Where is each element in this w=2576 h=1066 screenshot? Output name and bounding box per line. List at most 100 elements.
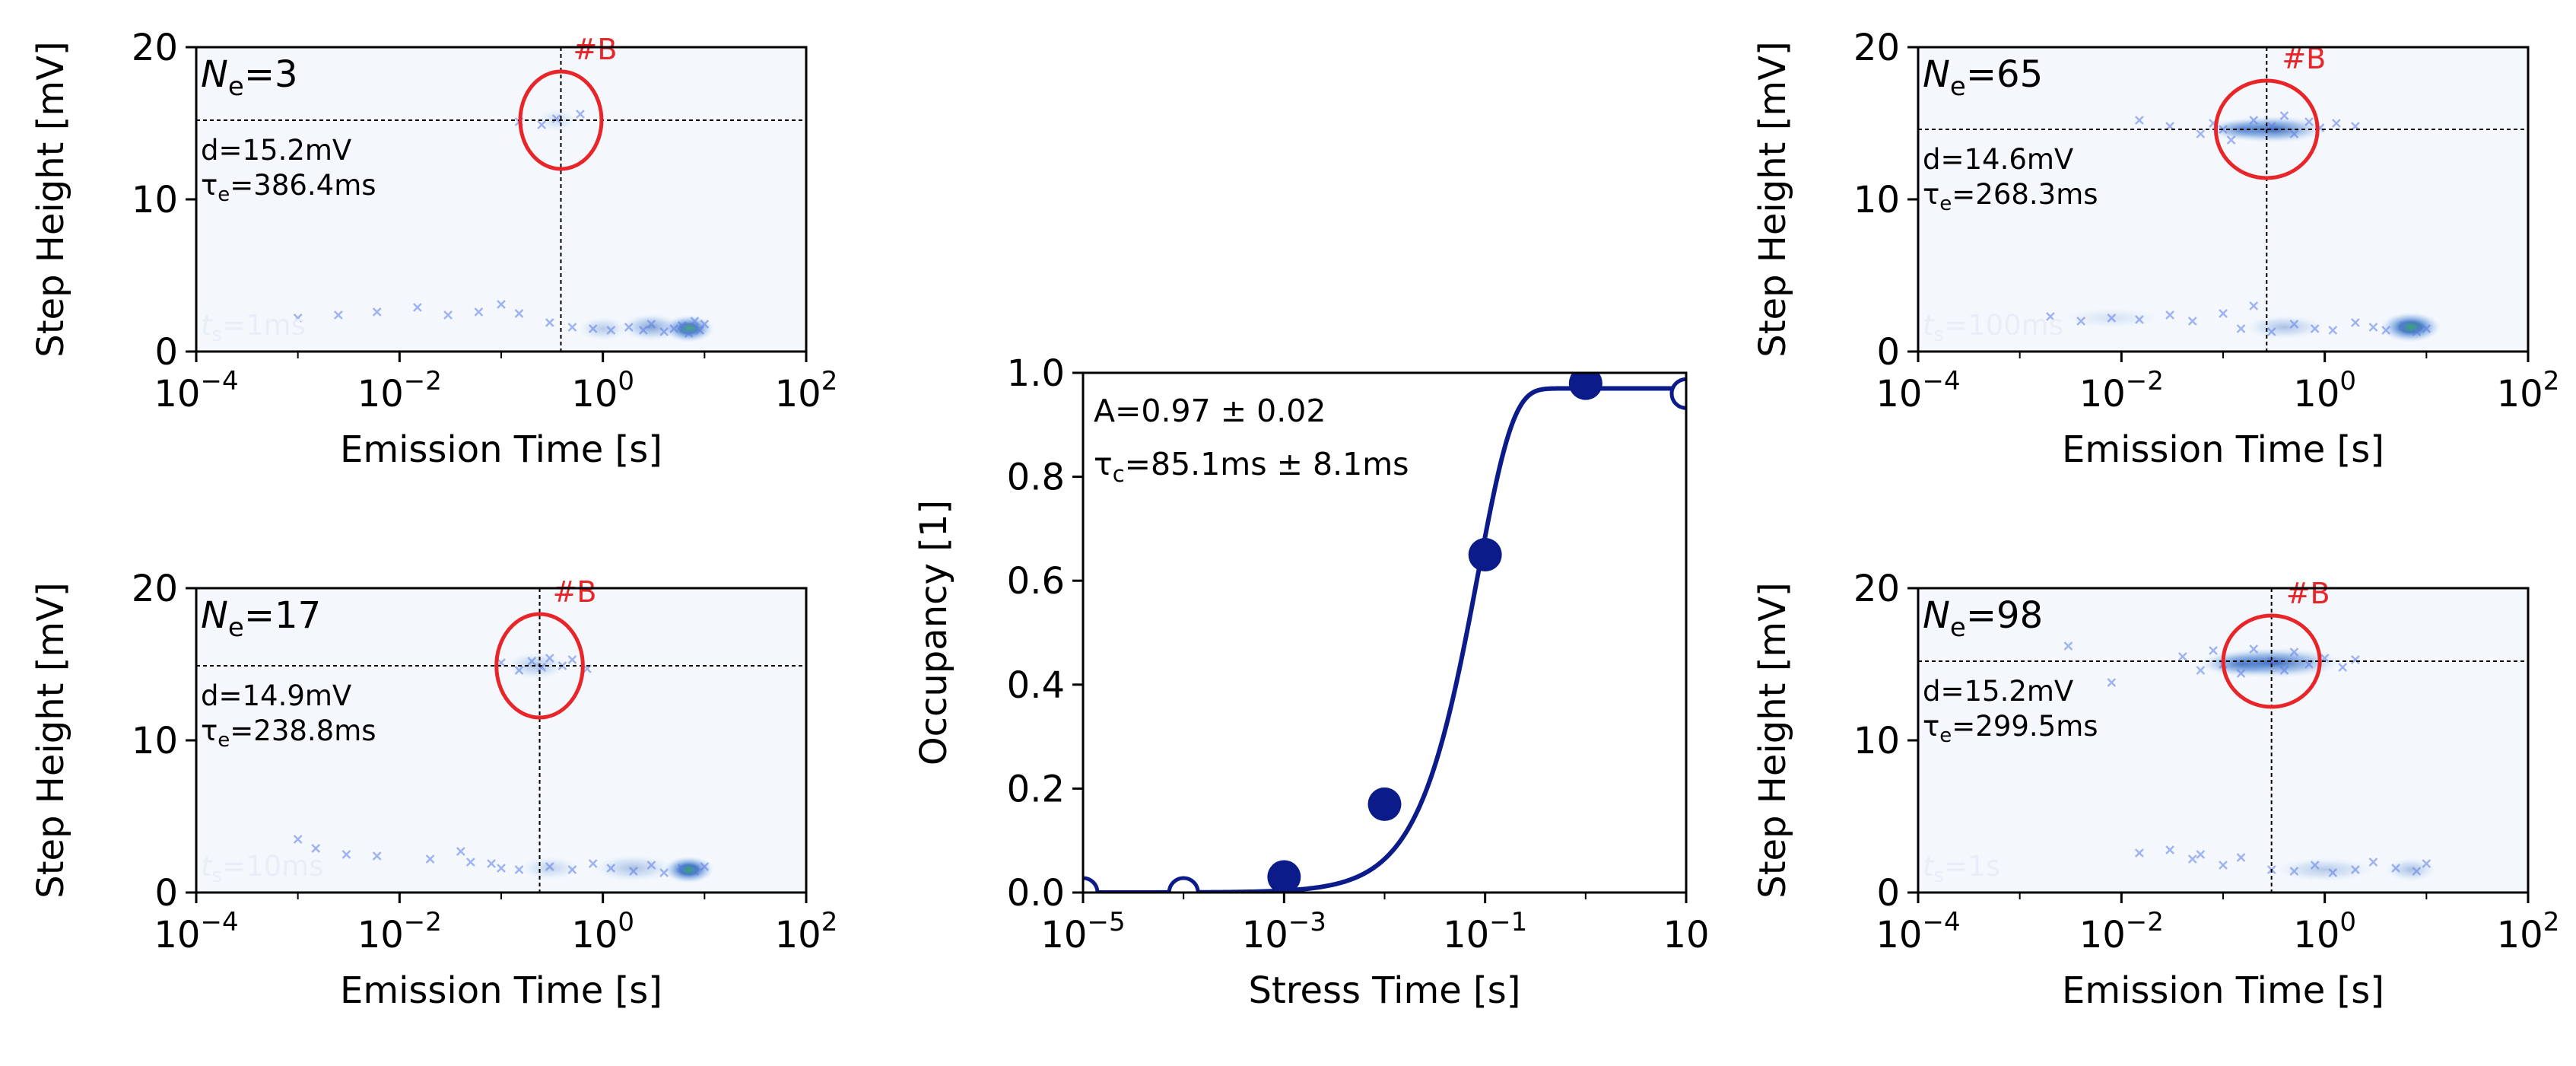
x-tick-label: 10−3 (1242, 907, 1326, 956)
x-tick-label: 10−4 (154, 366, 238, 415)
data-point (2266, 327, 2276, 336)
data-point (2310, 324, 2320, 333)
data-point (551, 114, 561, 123)
data-point (690, 867, 700, 876)
data-point (2422, 324, 2431, 333)
data-point (527, 657, 537, 666)
data-point (2196, 129, 2206, 138)
data-point (2279, 111, 2289, 120)
x-tick-label: 10 (1663, 914, 1709, 956)
data-point (2289, 648, 2299, 657)
x-tick-label: 102 (775, 366, 838, 415)
data-point (311, 844, 321, 853)
plot-area (196, 588, 806, 893)
data-point (2412, 867, 2422, 876)
data-point (2249, 644, 2259, 654)
x-tick-label: 102 (2497, 366, 2560, 415)
density-blob (2200, 652, 2282, 676)
stress-time-label: ts=1ms (201, 309, 306, 346)
data-point (2351, 655, 2360, 664)
x-tick-label: 10−4 (1876, 366, 1960, 415)
data-point (659, 327, 669, 336)
y-axis-label: Step Height [mV] (30, 41, 72, 358)
y-tick-label: 20 (132, 27, 178, 69)
trap-count-label: Ne=17 (201, 594, 321, 643)
density-blob (2244, 315, 2325, 339)
cluster-ellipse (518, 69, 604, 171)
amplitude-value: A=0.97 ± 0.02 (1094, 393, 1326, 429)
x-tick-label: 100 (571, 907, 634, 956)
x-tick-label: 10−2 (357, 907, 442, 956)
data-point (2236, 669, 2246, 678)
data-point (443, 310, 453, 320)
x-axis-label: Stress Time [s] (1249, 969, 1521, 1012)
x-tick-label: 10−4 (1876, 907, 1960, 956)
stress-time-label: ts=10ms (201, 850, 323, 887)
data-point (2219, 309, 2228, 318)
data-point (2391, 864, 2400, 873)
data-point (2226, 135, 2236, 145)
trap-count-label: Ne=98 (1923, 594, 2043, 643)
measured-point (1267, 860, 1301, 893)
x-tick-label: 100 (2293, 907, 2356, 956)
y-tick-label: 10 (132, 720, 178, 762)
data-point (700, 862, 710, 871)
data-point (487, 859, 496, 868)
step-height-value: d=15.2mV (1923, 675, 2073, 708)
data-point (588, 859, 598, 868)
excluded-point (1083, 876, 1100, 893)
panel-center: A=0.97 ± 0.02 τc=85.1ms ± 8.1ms 10−5 10−3 10… (913, 352, 1710, 1012)
cluster-label: #B (2286, 577, 2330, 610)
data-point (606, 326, 616, 335)
data-point (700, 320, 710, 329)
density-blob (535, 108, 577, 132)
data-point (372, 307, 382, 317)
data-point (2351, 318, 2360, 327)
data-point (2266, 657, 2276, 666)
emission-time-value: τe=238.8ms (201, 714, 376, 752)
x-tick-label: 100 (571, 366, 634, 415)
y-tick-label: 0.4 (1007, 664, 1065, 707)
data-point (465, 858, 475, 867)
data-point (2209, 646, 2218, 655)
stress-time-label: ts=1s (1923, 850, 2000, 887)
y-axis-label: Step Height [mV] (1752, 41, 1794, 358)
data-point (2412, 327, 2422, 336)
density-blob (2273, 858, 2376, 882)
emission-time-value: τe=299.5ms (1923, 710, 2098, 747)
data-point (545, 862, 554, 871)
y-tick-label: 0.2 (1007, 768, 1065, 810)
data-point (677, 321, 687, 330)
data-point (2422, 859, 2431, 868)
density-blob (2380, 312, 2441, 342)
data-point (606, 864, 616, 873)
excluded-point (1669, 377, 1686, 410)
data-point (695, 326, 705, 335)
data-point (684, 329, 694, 338)
y-tick-label: 0 (1876, 331, 1900, 374)
y-tick-label: 0 (154, 331, 178, 374)
data-point (456, 847, 465, 856)
data-point (333, 310, 343, 320)
data-point (474, 307, 484, 317)
data-point (2076, 317, 2086, 326)
data-point (2399, 321, 2409, 330)
x-tick-label: 10−4 (154, 907, 238, 956)
data-point (677, 864, 687, 873)
density-blob (2385, 858, 2437, 882)
capture-time-value: τc=85.1ms ± 8.1ms (1094, 446, 1409, 487)
density-blob (519, 856, 580, 880)
step-height-value: d=14.6mV (1923, 143, 2073, 176)
cluster-ellipse (2213, 78, 2320, 180)
x-tick-label: 10−5 (1040, 907, 1125, 956)
x-axis-label: Emission Time [s] (2062, 428, 2384, 471)
x-tick-label: 10−2 (2079, 907, 2164, 956)
data-point (425, 854, 435, 864)
data-point (514, 309, 524, 318)
x-tick-label: 102 (2497, 907, 2560, 956)
data-point (2196, 666, 2206, 675)
data-point (2219, 861, 2228, 870)
trap-count-label: Ne=65 (1923, 53, 2043, 102)
